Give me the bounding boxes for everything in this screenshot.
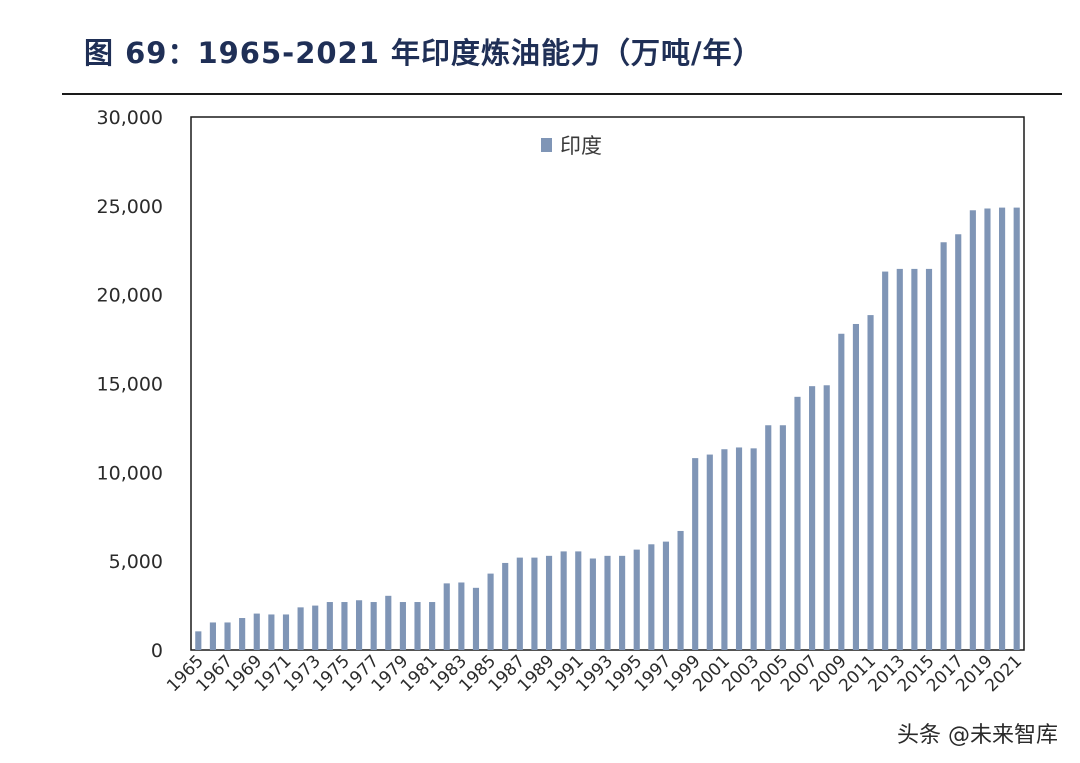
x-axis: 1965196719691971197319751977197919811983… <box>163 651 1026 696</box>
legend-swatch <box>541 138 552 152</box>
bar-1986 <box>502 562 509 650</box>
bar-2021 <box>1013 207 1020 651</box>
bar-1967 <box>224 622 231 650</box>
title-divider <box>62 93 1062 95</box>
y-tick-label: 0 <box>151 640 163 662</box>
bar-1973 <box>312 605 319 650</box>
bar-1983 <box>458 582 465 650</box>
bar-2016 <box>940 242 947 650</box>
bar-2002 <box>735 447 743 650</box>
bar-1985 <box>487 573 494 650</box>
bar-2020 <box>999 207 1006 651</box>
y-tick-label: 5,000 <box>109 551 163 573</box>
bar-1971 <box>282 614 290 650</box>
bar-1992 <box>589 558 596 650</box>
bar-1965 <box>195 631 202 650</box>
bar-1966 <box>209 622 216 650</box>
bar-2013 <box>896 268 903 650</box>
bar-2011 <box>867 315 874 650</box>
bar-2000 <box>706 454 713 650</box>
bar-1995 <box>633 549 640 650</box>
bar-1982 <box>443 583 450 650</box>
y-tick-label: 10,000 <box>97 462 163 484</box>
bar-2007 <box>809 386 816 650</box>
bar-1999 <box>692 458 699 650</box>
legend-label: 印度 <box>560 134 602 158</box>
y-tick-label: 15,000 <box>97 374 163 396</box>
y-tick-label: 25,000 <box>97 196 163 218</box>
bar-1972 <box>297 607 304 650</box>
bar-2005 <box>779 425 786 650</box>
bar-1984 <box>472 587 480 650</box>
bar-1968 <box>239 618 246 650</box>
bar-2010 <box>852 323 860 650</box>
bar-1980 <box>414 602 421 650</box>
bar-1974 <box>326 602 333 650</box>
bar-1989 <box>545 555 553 650</box>
bar-series <box>195 207 1020 651</box>
bar-1975 <box>341 602 348 650</box>
bar-1997 <box>662 541 670 650</box>
bar-1981 <box>429 602 436 650</box>
bar-2014 <box>911 268 918 650</box>
chart-title: 图 69：1965-2021 年印度炼油能力（万吨/年） <box>84 36 763 70</box>
bar-1970 <box>268 614 275 650</box>
bar-2008 <box>823 385 830 650</box>
bar-1979 <box>399 602 406 650</box>
bar-1991 <box>575 551 582 650</box>
bar-1988 <box>531 557 538 650</box>
y-tick-label: 20,000 <box>97 285 163 307</box>
bar-1994 <box>619 555 626 650</box>
bar-2004 <box>765 425 772 650</box>
bar-1978 <box>385 595 392 650</box>
watermark: 头条 @未来智库 <box>897 723 1058 748</box>
bar-1993 <box>604 555 611 650</box>
bar-1998 <box>677 530 684 650</box>
bar-2012 <box>882 271 889 650</box>
bar-1996 <box>648 544 655 650</box>
legend: 印度 <box>541 134 602 158</box>
bar-2001 <box>721 449 728 650</box>
bar-1990 <box>560 551 567 650</box>
bar-2009 <box>838 333 845 650</box>
y-axis: 0 5,000 10,000 15,000 20,000 25,000 30,000 <box>97 107 163 662</box>
y-tick-label: 30,000 <box>97 107 163 129</box>
bar-1987 <box>516 557 523 650</box>
bar-1969 <box>253 613 260 650</box>
bar-2019 <box>984 208 991 650</box>
bar-2006 <box>794 396 801 650</box>
bar-2015 <box>925 268 933 650</box>
bar-1977 <box>370 602 377 650</box>
bar-1976 <box>355 600 363 650</box>
bar-2003 <box>750 448 757 650</box>
bar-2018 <box>969 210 976 650</box>
bar-2017 <box>955 234 962 650</box>
